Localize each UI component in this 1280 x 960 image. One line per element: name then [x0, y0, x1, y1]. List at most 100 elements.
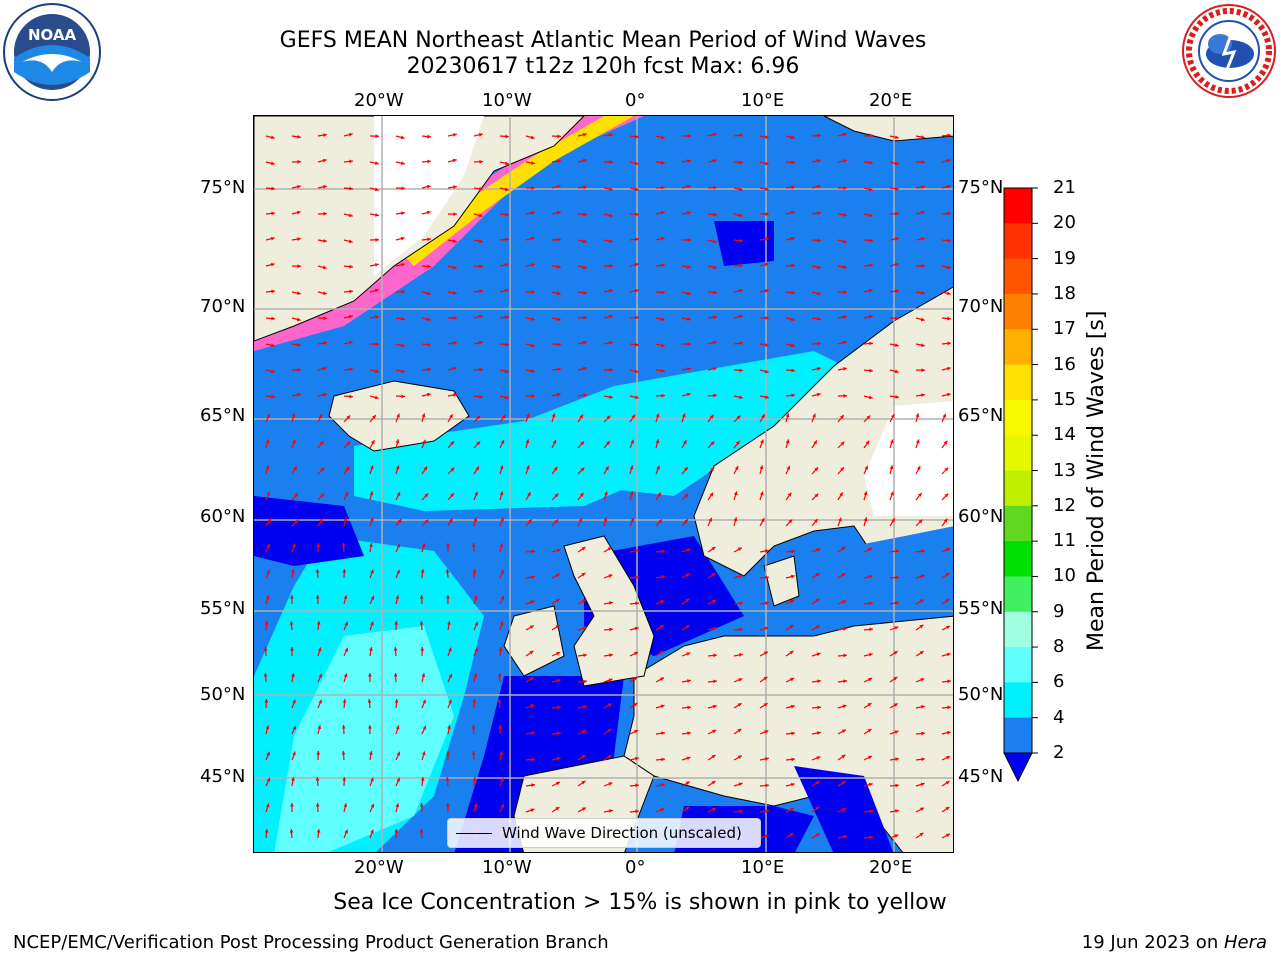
- wave-direction-arrowhead: [919, 624, 924, 629]
- colorbar-swatch: [1004, 435, 1032, 471]
- wave-direction-arrowhead: [764, 161, 769, 166]
- wave-direction-arrowhead: [817, 341, 821, 346]
- wave-direction-arrowhead: [738, 782, 743, 787]
- wave-direction-arrowhead: [687, 265, 691, 269]
- wave-direction-arrowhead: [947, 316, 951, 321]
- wave-direction-arrowhead: [942, 413, 946, 418]
- wave-direction-arrowhead: [557, 159, 561, 164]
- wave-direction-arrowhead: [687, 159, 691, 163]
- wave-direction-arrowhead: [478, 340, 483, 345]
- wave-direction-arrowhead: [427, 367, 431, 372]
- wave-direction-arrowhead: [921, 757, 925, 762]
- wave-direction-arrowhead: [471, 751, 476, 755]
- wave-direction-arrowhead: [687, 731, 691, 736]
- wave-direction-arrowhead: [370, 569, 374, 574]
- wave-region-cyan: [354, 351, 854, 511]
- wave-direction-arrowhead: [605, 466, 609, 471]
- wave-direction-arrowhead: [606, 441, 610, 446]
- wave-direction-arrowhead: [609, 341, 613, 345]
- legend-line-sample: [456, 832, 492, 834]
- lat-label-55n-right: 55°N: [958, 598, 1004, 619]
- wave-direction-arrowhead: [346, 415, 351, 420]
- wave-direction-arrowhead: [946, 730, 951, 735]
- wave-direction-arrowhead: [685, 781, 690, 785]
- wave-direction-arrowhead: [817, 133, 821, 138]
- wave-direction-arrowhead: [394, 829, 399, 833]
- wave-direction-arrowhead: [947, 133, 951, 138]
- wave-direction-arrowhead: [530, 343, 535, 348]
- wave-direction-arrowhead: [713, 393, 717, 398]
- wave-direction-arrowhead: [889, 465, 894, 470]
- wave-direction-arrowhead: [396, 777, 400, 782]
- wave-direction-arrowhead: [292, 751, 296, 756]
- wave-direction-arrowhead: [531, 394, 535, 398]
- colorbar-tick-label: 21: [1053, 177, 1076, 198]
- wave-direction-arrowhead: [607, 547, 612, 551]
- colorbar-swatch: [1004, 329, 1032, 366]
- wave-direction-arrowhead: [660, 317, 665, 322]
- wave-direction-arrowhead: [530, 808, 535, 813]
- wave-direction-arrowhead: [635, 601, 639, 606]
- wave-direction-arrowhead: [531, 317, 535, 321]
- wave-direction-arrowhead: [427, 342, 431, 347]
- colorbar-tick-label: 14: [1053, 424, 1076, 446]
- wave-direction-arrowhead: [686, 652, 691, 656]
- wave-direction-arrowhead: [607, 728, 612, 733]
- wave-direction-arrowhead: [609, 601, 613, 605]
- wave-direction-arrowhead: [344, 621, 348, 626]
- wave-direction-arrowhead: [292, 543, 296, 548]
- wave-direction-arrowhead: [270, 343, 275, 348]
- map-legend: Wind Wave Direction (unscaled): [447, 818, 761, 848]
- wave-direction-arrowhead: [842, 239, 847, 244]
- wave-direction-arrowhead: [686, 548, 691, 553]
- wave-direction-arrowhead: [763, 651, 768, 655]
- wave-direction-arrowhead: [479, 394, 483, 399]
- wave-direction-arrowhead: [708, 517, 712, 522]
- wave-direction-arrowhead: [920, 574, 925, 579]
- wave-direction-arrowhead: [397, 518, 402, 523]
- wave-direction-arrowhead: [738, 574, 743, 579]
- lon-label-0-top: 0°: [625, 90, 646, 111]
- wave-direction-arrowhead: [270, 135, 275, 140]
- wave-direction-arrowhead: [609, 133, 613, 137]
- wave-direction-arrowhead: [712, 366, 717, 371]
- wave-direction-arrowhead: [895, 809, 899, 813]
- wave-direction-arrowhead: [555, 598, 560, 603]
- wave-direction-arrowhead: [401, 186, 405, 191]
- wave-direction-arrowhead: [660, 808, 665, 812]
- wave-direction-arrowhead: [394, 621, 399, 625]
- wave-direction-arrowhead: [947, 705, 951, 710]
- wave-direction-arrowhead: [921, 185, 925, 189]
- wave-direction-arrowhead: [609, 187, 613, 191]
- wave-direction-arrowhead: [843, 290, 847, 295]
- wave-direction-arrowhead: [531, 211, 535, 215]
- wave-direction-arrowhead: [713, 212, 717, 217]
- wave-direction-arrowhead: [738, 314, 743, 319]
- wave-direction-arrowhead: [317, 647, 322, 652]
- wave-direction-arrowhead: [445, 569, 450, 573]
- wave-direction-arrowhead: [400, 369, 405, 374]
- wave-direction-arrowhead: [656, 465, 660, 470]
- wave-direction-arrowhead: [918, 519, 923, 524]
- wave-direction-arrowhead: [889, 439, 894, 444]
- wave-direction-arrowhead: [421, 543, 426, 548]
- wave-direction-arrowhead: [608, 213, 613, 218]
- wave-direction-arrowhead: [504, 395, 509, 400]
- wave-direction-arrowhead: [657, 492, 661, 497]
- wave-direction-arrowhead: [296, 393, 301, 397]
- wave-direction-arrowhead: [946, 366, 951, 371]
- wave-direction-arrowhead: [838, 517, 842, 522]
- wave-direction-arrowhead: [318, 673, 323, 678]
- wave-direction-arrowhead: [375, 134, 379, 139]
- wave-direction-arrowhead: [842, 835, 847, 839]
- wave-direction-arrowhead: [450, 493, 454, 498]
- wave-direction-arrowhead: [580, 441, 585, 446]
- wave-direction-arrowhead: [557, 237, 561, 242]
- wave-direction-arrowhead: [500, 569, 504, 574]
- wave-direction-arrowhead: [400, 161, 405, 166]
- wave-direction-arrowhead: [472, 777, 477, 781]
- wave-direction-arrowhead: [345, 466, 350, 471]
- wave-direction-arrowhead: [712, 158, 717, 163]
- wave-direction-arrowhead: [583, 679, 587, 684]
- wave-direction-arrowhead: [634, 395, 639, 400]
